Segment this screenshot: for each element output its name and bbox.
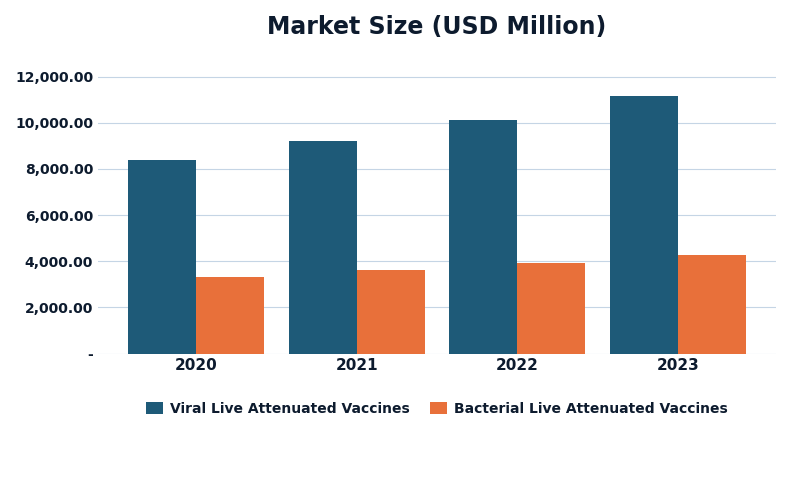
Bar bbox=[678, 255, 746, 353]
Bar bbox=[289, 141, 357, 353]
Bar bbox=[357, 270, 425, 353]
Legend: Viral Live Attenuated Vaccines, Bacterial Live Attenuated Vaccines: Viral Live Attenuated Vaccines, Bacteria… bbox=[141, 397, 733, 421]
Bar bbox=[196, 277, 264, 353]
Bar bbox=[517, 263, 585, 353]
Title: Market Size (USD Million): Market Size (USD Million) bbox=[267, 15, 607, 39]
Bar bbox=[449, 120, 517, 353]
Bar bbox=[610, 96, 678, 353]
Bar bbox=[128, 160, 196, 353]
